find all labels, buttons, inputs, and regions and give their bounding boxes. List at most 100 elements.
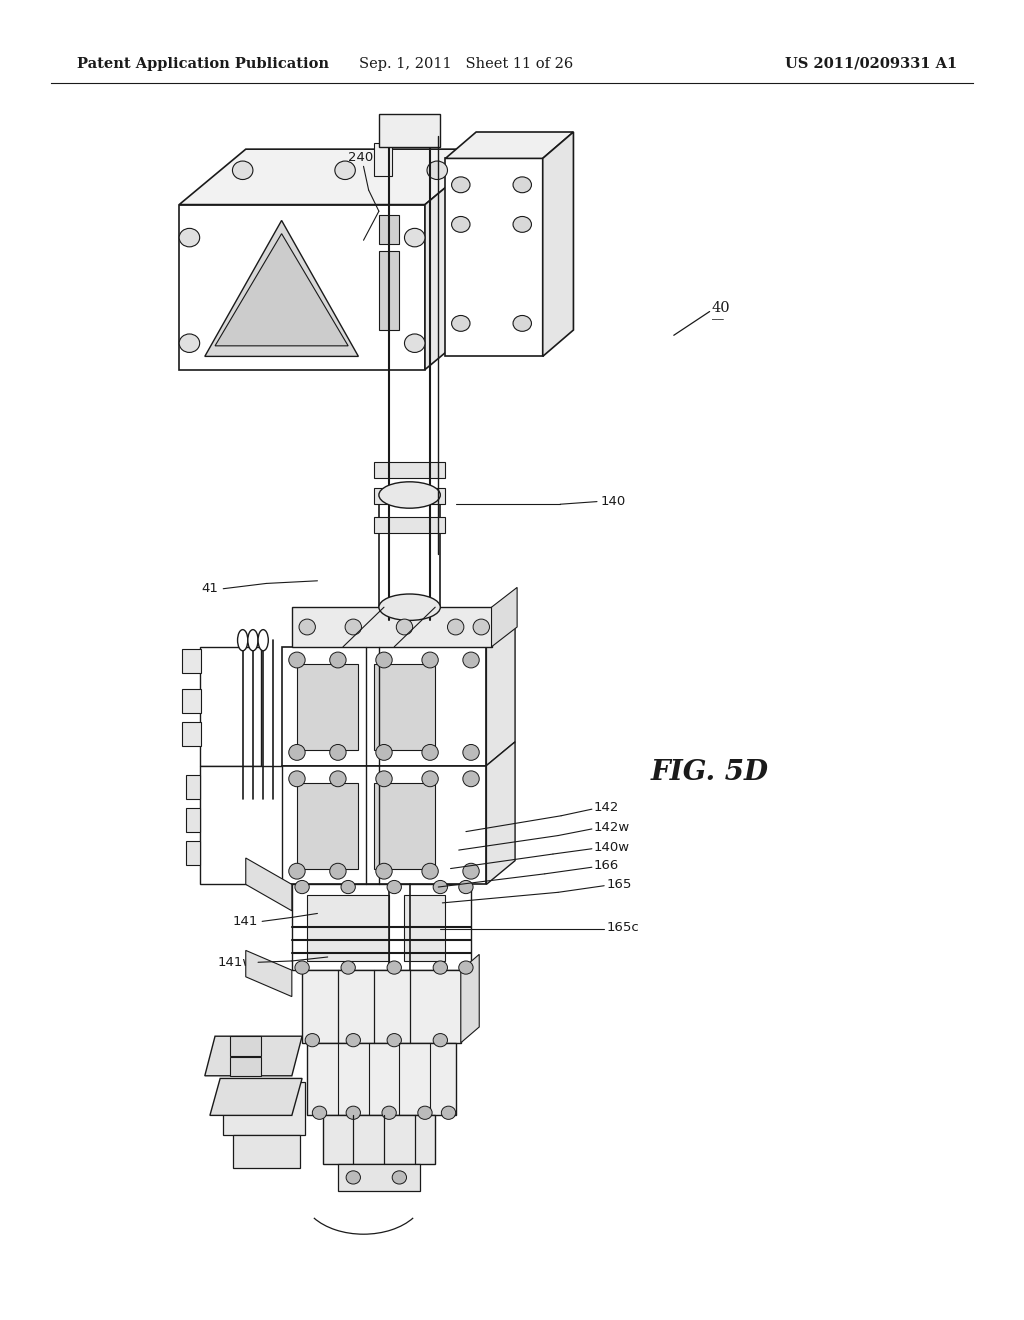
Text: 166: 166: [594, 859, 620, 873]
Ellipse shape: [459, 961, 473, 974]
Text: 141w: 141w: [218, 956, 254, 969]
Ellipse shape: [289, 863, 305, 879]
Ellipse shape: [387, 1034, 401, 1047]
Bar: [186, 808, 200, 832]
Polygon shape: [246, 858, 292, 911]
Polygon shape: [486, 742, 515, 884]
Bar: [404, 895, 445, 961]
Bar: [186, 841, 200, 865]
Ellipse shape: [376, 652, 392, 668]
Polygon shape: [425, 149, 492, 370]
Bar: [374, 462, 445, 478]
Ellipse shape: [376, 863, 392, 879]
Bar: [292, 607, 492, 647]
Text: Sep. 1, 2011   Sheet 11 of 26: Sep. 1, 2011 Sheet 11 of 26: [358, 57, 573, 71]
Polygon shape: [543, 132, 573, 356]
Bar: [200, 647, 261, 766]
Polygon shape: [461, 954, 479, 1043]
Ellipse shape: [258, 630, 268, 651]
Text: 40: 40: [712, 301, 730, 314]
Text: __: __: [712, 308, 723, 321]
Bar: [233, 1135, 300, 1168]
Ellipse shape: [299, 619, 315, 635]
Ellipse shape: [513, 216, 531, 232]
Ellipse shape: [382, 1106, 396, 1119]
Bar: [374, 783, 435, 869]
Bar: [230, 1057, 261, 1076]
Text: 165c: 165c: [606, 921, 639, 935]
Ellipse shape: [330, 744, 346, 760]
Ellipse shape: [295, 880, 309, 894]
Polygon shape: [246, 950, 292, 997]
Text: US 2011/0209331 A1: US 2011/0209331 A1: [785, 57, 957, 71]
Ellipse shape: [513, 315, 531, 331]
Ellipse shape: [312, 1106, 327, 1119]
Ellipse shape: [433, 1034, 447, 1047]
Ellipse shape: [433, 961, 447, 974]
Bar: [307, 1043, 456, 1115]
Ellipse shape: [452, 315, 470, 331]
Ellipse shape: [335, 161, 355, 180]
Bar: [323, 1115, 435, 1164]
Polygon shape: [486, 623, 515, 766]
Bar: [230, 1036, 261, 1056]
Polygon shape: [492, 587, 517, 647]
Polygon shape: [179, 205, 425, 370]
Ellipse shape: [379, 482, 440, 508]
Text: 142w: 142w: [594, 821, 630, 834]
Bar: [307, 895, 389, 961]
Ellipse shape: [404, 228, 425, 247]
Bar: [379, 215, 399, 244]
Polygon shape: [205, 1036, 302, 1076]
Polygon shape: [210, 1078, 302, 1115]
Ellipse shape: [441, 1106, 456, 1119]
Text: FIG. 5D: FIG. 5D: [650, 759, 768, 785]
Text: 141: 141: [232, 915, 258, 928]
Ellipse shape: [422, 744, 438, 760]
Bar: [297, 783, 358, 869]
Ellipse shape: [452, 177, 470, 193]
Bar: [374, 517, 445, 533]
Bar: [374, 664, 435, 750]
Polygon shape: [205, 220, 358, 356]
Bar: [282, 766, 486, 884]
Bar: [379, 114, 440, 147]
Ellipse shape: [330, 771, 346, 787]
Ellipse shape: [422, 863, 438, 879]
Ellipse shape: [387, 880, 401, 894]
Ellipse shape: [295, 961, 309, 974]
Bar: [182, 649, 201, 673]
Bar: [182, 689, 201, 713]
Ellipse shape: [463, 652, 479, 668]
Text: 140: 140: [600, 495, 626, 508]
Ellipse shape: [346, 1171, 360, 1184]
Ellipse shape: [387, 961, 401, 974]
Bar: [182, 722, 201, 746]
Ellipse shape: [346, 1106, 360, 1119]
Bar: [223, 1082, 305, 1135]
Ellipse shape: [513, 177, 531, 193]
Bar: [379, 251, 399, 330]
Polygon shape: [179, 149, 492, 205]
Ellipse shape: [433, 880, 447, 894]
Ellipse shape: [341, 880, 355, 894]
Text: 165: 165: [606, 878, 632, 891]
Ellipse shape: [376, 744, 392, 760]
Ellipse shape: [392, 1171, 407, 1184]
Bar: [379, 495, 440, 607]
Polygon shape: [445, 132, 573, 158]
Ellipse shape: [396, 619, 413, 635]
Ellipse shape: [289, 744, 305, 760]
Ellipse shape: [330, 652, 346, 668]
Bar: [338, 1164, 420, 1191]
Ellipse shape: [289, 652, 305, 668]
Ellipse shape: [179, 334, 200, 352]
Ellipse shape: [248, 630, 258, 651]
Text: Patent Application Publication: Patent Application Publication: [77, 57, 329, 71]
Ellipse shape: [463, 744, 479, 760]
Ellipse shape: [418, 1106, 432, 1119]
Ellipse shape: [422, 652, 438, 668]
Polygon shape: [215, 234, 348, 346]
Ellipse shape: [452, 216, 470, 232]
Ellipse shape: [289, 771, 305, 787]
